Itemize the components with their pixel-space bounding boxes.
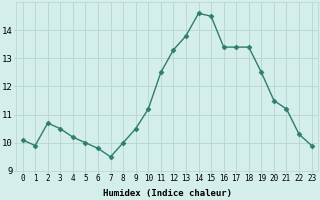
X-axis label: Humidex (Indice chaleur): Humidex (Indice chaleur)	[103, 189, 232, 198]
